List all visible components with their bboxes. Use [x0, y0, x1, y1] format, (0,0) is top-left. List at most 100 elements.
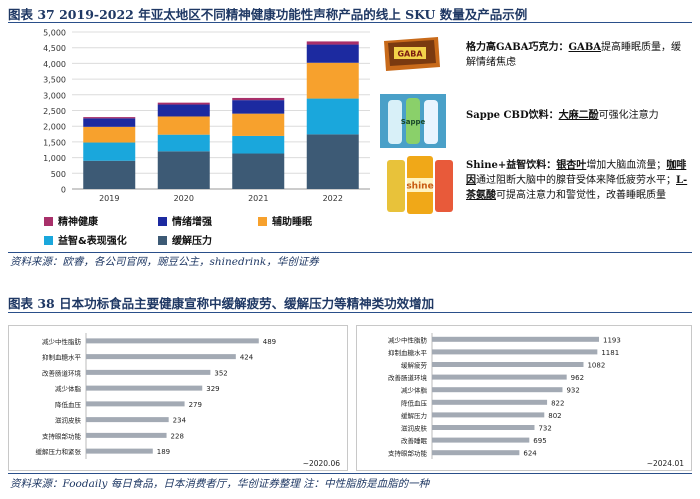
category-label: 降低血压: [401, 398, 428, 407]
bar-segment: [306, 62, 359, 99]
category-label: 支持眼部功能: [388, 449, 428, 458]
bar-segment: [232, 153, 285, 189]
bar: [432, 349, 598, 355]
product-shine-ingredient-2: 咖啡因: [466, 160, 687, 186]
y-tick-label: 0: [61, 186, 66, 195]
category-label: 缓解疲劳: [401, 361, 428, 370]
product-gaba-effect: 提高睡眠质量，缓解情绪焦虑: [466, 42, 682, 68]
value-label: 489: [263, 338, 276, 346]
legend-label: 精神健康: [58, 217, 98, 228]
product-gaba-name: 格力高GABA巧克力：: [466, 42, 569, 53]
hbar-chart-2024: 减少中性脂肪 1193 抑制血糖水平 1181 缓解疲劳 1082 改善肠道环境 962 减少体…: [356, 325, 692, 471]
legend-item: 缓解压力: [158, 232, 212, 247]
legend-item: 精神健康: [44, 213, 98, 228]
shine-image-label: shine: [406, 182, 433, 192]
bar-segment: [232, 100, 285, 114]
category-label: 滋润皮肤: [55, 416, 82, 425]
hbar-chart-2020: 减少中性脂肪 489 抑制血糖水平 424 改善肠道环境 352 减少体脂 329 降低血压 27…: [8, 325, 348, 471]
category-label: 抑制血糖水平: [42, 353, 82, 362]
x-tick-label: 2020: [174, 194, 194, 203]
category-label: 抑制血糖水平: [388, 348, 428, 357]
category-label: 减少中性脂肪: [42, 337, 82, 346]
legend-swatch: [44, 217, 53, 226]
value-label: 695: [533, 437, 546, 445]
bar-segment: [306, 134, 359, 189]
fig37-title: 图表 37 2019-2022 年亚太地区不同精神健康功能性声称产品的线上 SK…: [8, 7, 528, 22]
category-label: 缓解压力: [401, 411, 427, 420]
bar: [86, 401, 185, 407]
bar-segment: [157, 104, 210, 117]
chart-frame: [8, 325, 348, 471]
bar: [432, 362, 584, 367]
value-label: 822: [551, 399, 564, 407]
product-shine-effect-2: 通过阻断大脑中的腺苷受体来降低疲劳水平；: [476, 175, 676, 186]
bar-segment: [157, 102, 210, 105]
value-label: 424: [240, 354, 254, 362]
bar: [86, 369, 211, 375]
bar: [432, 374, 567, 380]
legend-item: 情绪增强: [158, 213, 212, 228]
bar-segment: [232, 113, 285, 136]
x-tick-label: 2022: [323, 194, 343, 203]
fig37-source: 资料来源：欧睿，各公司官网，豌豆公主，shinedrink，华创证券: [10, 256, 319, 268]
legend-swatch: [158, 217, 167, 226]
legend-item: 益智&表现强化: [44, 232, 127, 247]
y-tick-label: 1,000: [43, 154, 66, 163]
period-annotation: ~2024.01: [647, 459, 685, 468]
product-gaba-desc: 格力高GABA巧克力：GABA提高睡眠质量，缓解情绪焦虑: [466, 40, 691, 70]
bar: [432, 450, 520, 456]
y-tick-label: 2,000: [43, 123, 66, 132]
gaba-image-label: GABA: [397, 50, 423, 59]
x-tick-label: 2019: [99, 194, 119, 203]
legend-label: 辅助睡眠: [272, 217, 312, 228]
category-label: 改善肠道环境: [388, 373, 428, 382]
value-label: 1193: [603, 336, 621, 344]
y-tick-label: 4,500: [43, 44, 66, 53]
legend-swatch: [258, 217, 267, 226]
sappe-image-label: Sappe: [401, 118, 426, 126]
y-tick-label: 500: [51, 170, 66, 179]
product-sappe-desc: Sappe CBD饮料：大麻二酚可强化注意力: [466, 108, 691, 123]
bar-segment: [83, 160, 136, 189]
bar-segment: [157, 151, 210, 189]
value-label: 228: [171, 432, 184, 440]
bar: [432, 399, 548, 405]
bar: [432, 387, 563, 393]
legend-item: 辅助睡眠: [258, 213, 312, 228]
fig38-title: 图表 38 日本功标食品主要健康宣称中缓解疲劳、缓解压力等精神类功效增加: [8, 296, 435, 311]
bar-segment: [83, 126, 136, 143]
bar: [86, 385, 203, 391]
product-sappe-effect: 可强化注意力: [598, 110, 659, 121]
value-label: 1181: [601, 349, 619, 357]
category-label: 改善肠道环境: [42, 368, 82, 377]
bar-segment: [232, 135, 285, 154]
y-tick-label: 3,500: [43, 76, 66, 85]
product-sappe-ingredient: 大麻二酚: [558, 110, 599, 121]
legend-swatch: [158, 236, 167, 245]
bar-segment: [83, 117, 136, 119]
y-tick-label: 4,000: [43, 60, 66, 69]
product-gaba-ingredient: GABA: [568, 42, 602, 53]
product-sappe-name: Sappe CBD饮料：: [466, 110, 559, 121]
category-label: 滋润皮肤: [401, 424, 428, 433]
value-label: 352: [214, 369, 227, 377]
bar: [86, 338, 259, 344]
category-label: 改善睡眠: [401, 436, 428, 445]
value-label: 329: [206, 385, 219, 393]
legend-label: 益智&表现强化: [58, 236, 127, 247]
gaba-chocolate-image: GABA: [380, 33, 442, 73]
bar-segment: [306, 44, 359, 63]
bar: [86, 448, 153, 454]
value-label: 802: [548, 412, 561, 420]
x-tick-label: 2021: [248, 194, 268, 203]
product-shine-effect-1: 增加大脑血流量；: [586, 160, 667, 171]
fig38-source: 资料来源：Foodaily 每日食品，日本消费者厅，华创证券整理 注：中性脂肪是…: [10, 478, 430, 490]
value-label: 234: [173, 417, 187, 425]
legend-swatch: [44, 236, 53, 245]
value-label: 189: [157, 448, 170, 456]
bar: [86, 354, 236, 360]
category-label: 支持眼部功能: [42, 431, 82, 440]
fig38-title-rule: [8, 312, 692, 313]
y-tick-label: 1,500: [43, 138, 66, 147]
bar-segment: [157, 134, 210, 152]
